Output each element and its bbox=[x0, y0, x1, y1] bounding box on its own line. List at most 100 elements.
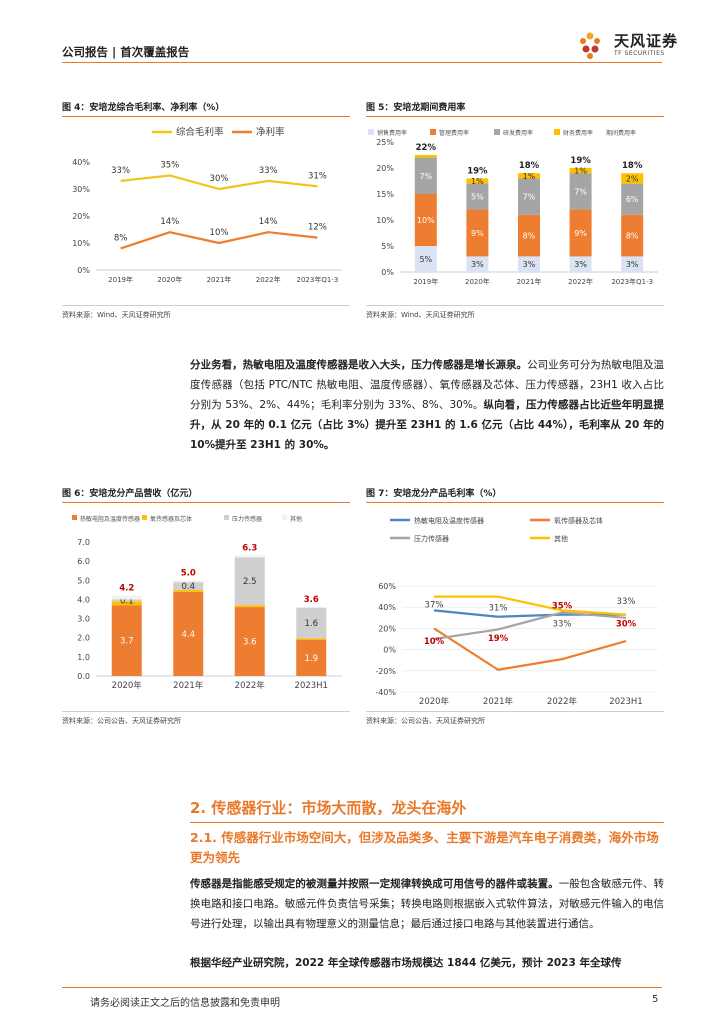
bar-segment bbox=[173, 582, 204, 590]
bar-total-label: 19% bbox=[467, 166, 488, 176]
legend-label: 财务费用率 bbox=[563, 129, 593, 137]
y-tick-label: 7.0 bbox=[77, 538, 90, 547]
bar-value-label: 2% bbox=[626, 174, 639, 183]
section-heading-rule bbox=[190, 822, 664, 823]
legend-label: 热敏电阻及温度传感器 bbox=[414, 516, 484, 525]
y-tick-label: 15% bbox=[376, 190, 394, 199]
page-number: 5 bbox=[652, 994, 659, 1005]
bar-segment bbox=[518, 214, 540, 257]
y-tick-label: 2.0 bbox=[77, 634, 90, 643]
legend-swatch bbox=[142, 515, 147, 520]
data-label: 10% bbox=[424, 637, 445, 647]
bar-segment bbox=[173, 591, 204, 676]
bar-segment bbox=[173, 589, 204, 592]
bar-segment bbox=[621, 214, 644, 257]
x-tick-label: 2021年 bbox=[517, 277, 542, 286]
paragraph-market-size: 根据华经产业研究院，2022 年全球传感器市场规模达 1844 亿美元，预计 2… bbox=[190, 953, 664, 973]
bar-segment bbox=[621, 173, 644, 184]
fig4-chart: 0% 10% 20% 30% 40% 2019年 2020年 2021年 2022年 2023年Q… bbox=[72, 126, 342, 284]
data-label: 35% bbox=[160, 161, 179, 171]
bar-total-label: 22% bbox=[416, 143, 437, 153]
bar-value-label: 1.9 bbox=[304, 654, 318, 664]
para1-bold-tail: 纵向看，压力传感器占比近些年明显提升，从 20 年的 0.1 亿元（占比 3%）… bbox=[190, 399, 665, 451]
para1-body: 公司业务可分为热敏电阻及温度传感器（包括 PTC/NTC 热敏电阻、温度传感器）… bbox=[190, 359, 665, 411]
logo-text: 天风证券 bbox=[614, 32, 679, 50]
bar-segment bbox=[111, 595, 142, 600]
data-label: 8% bbox=[114, 233, 128, 243]
bar-value-label: 8% bbox=[626, 232, 639, 241]
fig7-source: 资料来源：公司公告、天风证券研究所 bbox=[366, 717, 485, 725]
x-tick-label: 2022年 bbox=[568, 277, 593, 286]
para2-body: 一般包含敏感元件、转换电路和接口电路。敏感元件负责信号采集；转换电路则根据嵌入式… bbox=[190, 878, 665, 930]
logo-subtext: TF SECURITIES bbox=[614, 50, 665, 57]
y-tick-label: 40% bbox=[72, 158, 90, 167]
y-tick-label: 0% bbox=[383, 646, 396, 655]
x-tick-label: 2021年 bbox=[483, 696, 514, 706]
bar-value-label: 0.4 bbox=[181, 582, 195, 592]
x-tick-label: 2019年 bbox=[413, 277, 438, 286]
bar-value-label: 7% bbox=[574, 187, 587, 196]
bar-value-label: 1% bbox=[471, 177, 484, 186]
para1-bold-lead: 分业务看，热敏电阻及温度传感器是收入大头，压力传感器是增长源泉。 bbox=[190, 359, 528, 371]
bar-total-label: 19% bbox=[570, 156, 591, 166]
fig4-source: 资料来源：Wind、天风证券研究所 bbox=[62, 311, 171, 319]
legend-label: 管理费用率 bbox=[439, 129, 469, 137]
bar-value-label: 3% bbox=[471, 260, 484, 269]
fig4-title: 图 4：安培龙综合毛利率、净利率（%） bbox=[62, 103, 225, 113]
series-line bbox=[120, 174, 318, 191]
legend-label: 压力传感器 bbox=[232, 515, 262, 523]
legend-label: 净利率 bbox=[256, 126, 285, 138]
data-label: 37% bbox=[425, 601, 444, 611]
fig4-title-rule bbox=[62, 116, 350, 117]
legend-swatch bbox=[554, 129, 560, 135]
footer-disclaimer: 请务必阅读正文之后的信息披露和免责申明 bbox=[90, 998, 280, 1009]
legend-swatch bbox=[282, 515, 287, 520]
legend-label: 氧传感器及芯体 bbox=[150, 515, 192, 523]
bar-segment bbox=[518, 256, 540, 272]
bar-segment bbox=[466, 183, 489, 210]
legend-label: 氧传感器及芯体 bbox=[554, 516, 603, 525]
y-tick-label: 25% bbox=[376, 138, 394, 147]
legend-label: 压力传感器 bbox=[414, 534, 449, 543]
bar-segment bbox=[569, 209, 592, 257]
data-label: 10% bbox=[210, 228, 229, 238]
bar-segment bbox=[234, 555, 265, 558]
x-tick-label: 2022年 bbox=[547, 696, 578, 706]
y-tick-label: 30% bbox=[72, 185, 90, 194]
data-label: 12% bbox=[308, 223, 327, 233]
x-tick-label: 2023年Q1-3 bbox=[611, 277, 653, 286]
bar-value-label: 4.4 bbox=[181, 630, 195, 640]
fig6-source: 资料来源：公司公告、天风证券研究所 bbox=[62, 717, 181, 725]
bar-segment bbox=[466, 178, 489, 184]
bar-value-label: 3% bbox=[574, 260, 587, 269]
bar-segment bbox=[621, 183, 644, 215]
bar-value-label: 5% bbox=[471, 193, 484, 202]
y-tick-label: 6.0 bbox=[77, 557, 90, 566]
legend-swatch bbox=[368, 129, 374, 135]
data-label: 30% bbox=[616, 619, 637, 629]
y-tick-label: 10% bbox=[72, 239, 90, 248]
bar-value-label: 1.6 bbox=[304, 619, 318, 629]
legend-label: 期间费用率 bbox=[606, 129, 636, 137]
section-heading: 2. 传感器行业：市场大而散，龙头在海外 bbox=[190, 799, 467, 817]
header-divider bbox=[62, 62, 662, 63]
x-tick-label: 2020年 bbox=[112, 680, 143, 691]
bar-total-label: 3.6 bbox=[304, 595, 319, 605]
y-tick-label: 20% bbox=[376, 164, 394, 173]
bar-value-label: 6% bbox=[626, 195, 639, 204]
y-tick-label: 60% bbox=[378, 582, 396, 591]
x-tick-label: 2020年 bbox=[419, 696, 450, 706]
bar-segment bbox=[414, 194, 437, 246]
x-tick-label: 2021年 bbox=[207, 275, 232, 284]
fig5-title-rule bbox=[366, 116, 664, 117]
para2-bold-lead: 传感器是指能感受规定的被测量并按照一定规律转换成可用信号的器件或装置。 bbox=[190, 878, 559, 890]
y-tick-label: 40% bbox=[378, 603, 396, 612]
y-tick-label: 4.0 bbox=[77, 595, 90, 604]
paragraph-sensor-definition: 传感器是指能感受规定的被测量并按照一定规律转换成可用信号的器件或装置。一般包含敏… bbox=[190, 874, 664, 934]
bar-value-label: 9% bbox=[574, 229, 587, 238]
bar-segment bbox=[414, 157, 437, 194]
series-line bbox=[433, 627, 627, 671]
bar-segment bbox=[569, 168, 592, 174]
y-tick-label: 0% bbox=[381, 268, 394, 277]
legend-label: 热敏电阻及温度传感器 bbox=[80, 515, 140, 523]
